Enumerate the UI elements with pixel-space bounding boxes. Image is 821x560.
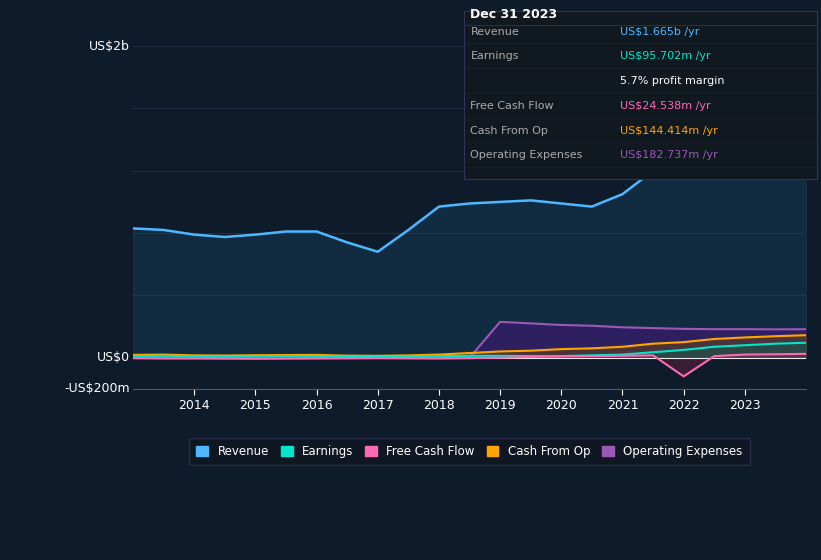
Text: US$24.538m /yr: US$24.538m /yr	[620, 101, 710, 111]
Text: US$1.665b /yr: US$1.665b /yr	[620, 27, 699, 37]
Text: Free Cash Flow: Free Cash Flow	[470, 101, 554, 111]
Text: US$182.737m /yr: US$182.737m /yr	[620, 151, 718, 160]
Text: Earnings: Earnings	[470, 52, 519, 62]
Text: US$95.702m /yr: US$95.702m /yr	[620, 52, 710, 62]
Text: Cash From Op: Cash From Op	[470, 125, 548, 136]
Text: 5.7% profit margin: 5.7% profit margin	[620, 76, 724, 86]
Text: US$0: US$0	[97, 351, 130, 364]
Legend: Revenue, Earnings, Free Cash Flow, Cash From Op, Operating Expenses: Revenue, Earnings, Free Cash Flow, Cash …	[190, 438, 750, 465]
Text: -US$200m: -US$200m	[64, 382, 130, 395]
Text: US$2b: US$2b	[89, 40, 130, 53]
Text: Operating Expenses: Operating Expenses	[470, 151, 583, 160]
Text: Revenue: Revenue	[470, 27, 519, 37]
Text: US$144.414m /yr: US$144.414m /yr	[620, 125, 718, 136]
Text: Dec 31 2023: Dec 31 2023	[470, 8, 557, 21]
